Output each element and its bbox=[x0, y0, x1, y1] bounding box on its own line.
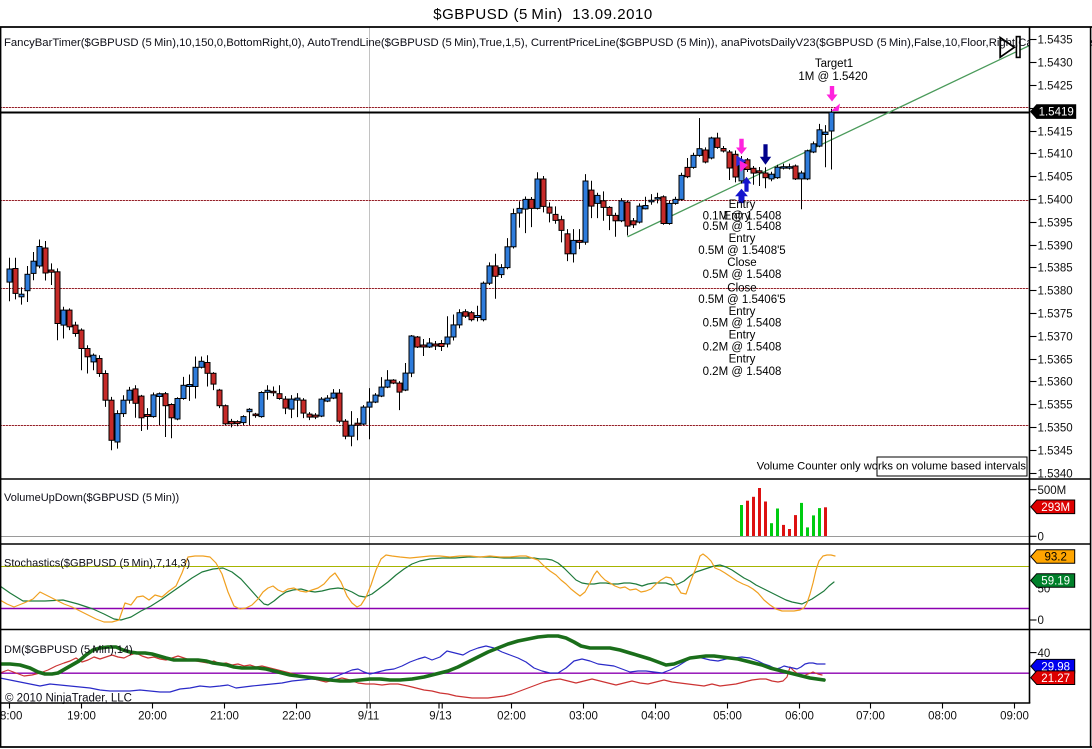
svg-text:1.5375: 1.5375 bbox=[1038, 309, 1073, 321]
svg-text:0.5M @ 1.5406'5: 0.5M @ 1.5406'5 bbox=[698, 294, 785, 306]
svg-text:1.5390: 1.5390 bbox=[1038, 241, 1073, 253]
svg-text:FancyBarTimer($GBPUSD (5 Min),: FancyBarTimer($GBPUSD (5 Min),10,150,0,B… bbox=[4, 37, 1092, 49]
svg-text:03:00: 03:00 bbox=[569, 711, 598, 723]
svg-text:9/13: 9/13 bbox=[429, 711, 451, 723]
svg-text:1.5370: 1.5370 bbox=[1038, 332, 1073, 344]
svg-text:08:00: 08:00 bbox=[928, 711, 957, 723]
svg-text:Entry: Entry bbox=[729, 233, 756, 245]
svg-text:05:00: 05:00 bbox=[713, 711, 742, 723]
svg-text:0.5M @ 1.5408: 0.5M @ 1.5408 bbox=[703, 269, 782, 281]
svg-text:293M: 293M bbox=[1041, 502, 1070, 514]
svg-text:Close: Close bbox=[727, 283, 756, 295]
svg-text:06:00: 06:00 bbox=[785, 711, 814, 723]
svg-text:93.2: 93.2 bbox=[1045, 552, 1067, 564]
svg-text:Close: Close bbox=[727, 257, 756, 269]
svg-text:1M @ 1.5420: 1M @ 1.5420 bbox=[798, 71, 867, 83]
svg-text:DM($GBPUSD (5 Min),14): DM($GBPUSD (5 Min),14) bbox=[4, 644, 133, 656]
svg-text:1.5360: 1.5360 bbox=[1038, 377, 1073, 389]
svg-text:0.5M @ 1.5408: 0.5M @ 1.5408 bbox=[703, 318, 782, 330]
svg-text:VolumeUpDown($GBPUSD (5 Min)): VolumeUpDown($GBPUSD (5 Min)) bbox=[4, 492, 179, 504]
svg-text:1.5350: 1.5350 bbox=[1038, 423, 1073, 435]
svg-text:Entry: Entry bbox=[729, 199, 756, 211]
svg-text:Entry: Entry bbox=[724, 210, 751, 222]
svg-text:© 2010 NinjaTrader, LLC: © 2010 NinjaTrader, LLC bbox=[5, 693, 132, 705]
svg-text:1.5425: 1.5425 bbox=[1038, 81, 1073, 93]
svg-text:29.98: 29.98 bbox=[1041, 661, 1070, 673]
svg-text:1.5340: 1.5340 bbox=[1038, 469, 1073, 481]
svg-text:9/11: 9/11 bbox=[358, 711, 380, 723]
svg-text:Volume Counter only works on v: Volume Counter only works on volume base… bbox=[757, 461, 1027, 473]
svg-text:0.5M @ 1.5408'5: 0.5M @ 1.5408'5 bbox=[698, 245, 785, 257]
svg-text:21:00: 21:00 bbox=[210, 711, 239, 723]
svg-text:04:00: 04:00 bbox=[641, 711, 670, 723]
svg-text:1.5365: 1.5365 bbox=[1038, 355, 1073, 367]
svg-text:Entry: Entry bbox=[729, 306, 756, 318]
svg-text:$GBPUSD (5 Min) 13.09.2010: $GBPUSD (5 Min) 13.09.2010 bbox=[433, 6, 653, 23]
svg-text:Target1: Target1 bbox=[815, 58, 853, 70]
svg-text:40: 40 bbox=[1038, 648, 1051, 660]
svg-text:1.5380: 1.5380 bbox=[1038, 286, 1073, 298]
svg-text:22:00: 22:00 bbox=[282, 711, 311, 723]
svg-text:1.5435: 1.5435 bbox=[1038, 35, 1073, 47]
svg-text:1.5355: 1.5355 bbox=[1038, 400, 1073, 412]
svg-text:07:00: 07:00 bbox=[856, 711, 885, 723]
svg-text:500M: 500M bbox=[1038, 485, 1067, 497]
svg-text:59.19: 59.19 bbox=[1041, 576, 1070, 588]
svg-text:1.5395: 1.5395 bbox=[1038, 218, 1073, 230]
svg-text:19:00: 19:00 bbox=[67, 711, 96, 723]
svg-text:8:00: 8:00 bbox=[0, 711, 22, 723]
svg-text:0.1M @ 1.5408: 0.1M @ 1.5408 bbox=[703, 210, 782, 222]
svg-text:0.2M @ 1.5408: 0.2M @ 1.5408 bbox=[703, 342, 782, 354]
svg-text:1.5405: 1.5405 bbox=[1038, 172, 1073, 184]
svg-text:1.5415: 1.5415 bbox=[1038, 127, 1073, 139]
svg-text:Entry: Entry bbox=[729, 330, 756, 342]
svg-text:09:00: 09:00 bbox=[1000, 711, 1029, 723]
svg-text:1.5410: 1.5410 bbox=[1038, 149, 1073, 161]
svg-text:0.5M @ 1.5408: 0.5M @ 1.5408 bbox=[703, 221, 782, 233]
svg-text:1.5400: 1.5400 bbox=[1038, 195, 1073, 207]
svg-text:20:00: 20:00 bbox=[138, 711, 167, 723]
svg-text:21.27: 21.27 bbox=[1041, 673, 1070, 685]
svg-text:02:00: 02:00 bbox=[497, 711, 526, 723]
svg-text:1.5385: 1.5385 bbox=[1038, 263, 1073, 275]
svg-text:0.2M @ 1.5408: 0.2M @ 1.5408 bbox=[703, 366, 782, 378]
svg-text:1.5419: 1.5419 bbox=[1039, 107, 1074, 119]
svg-text:0: 0 bbox=[1038, 615, 1044, 627]
svg-text:1.5430: 1.5430 bbox=[1038, 58, 1073, 70]
svg-text:Stochastics($GBPUSD (5 Min),7,: Stochastics($GBPUSD (5 Min),7,14,3) bbox=[4, 558, 190, 570]
svg-text:1.5345: 1.5345 bbox=[1038, 446, 1073, 458]
svg-text:Entry: Entry bbox=[729, 354, 756, 366]
svg-text:0: 0 bbox=[1038, 532, 1044, 544]
